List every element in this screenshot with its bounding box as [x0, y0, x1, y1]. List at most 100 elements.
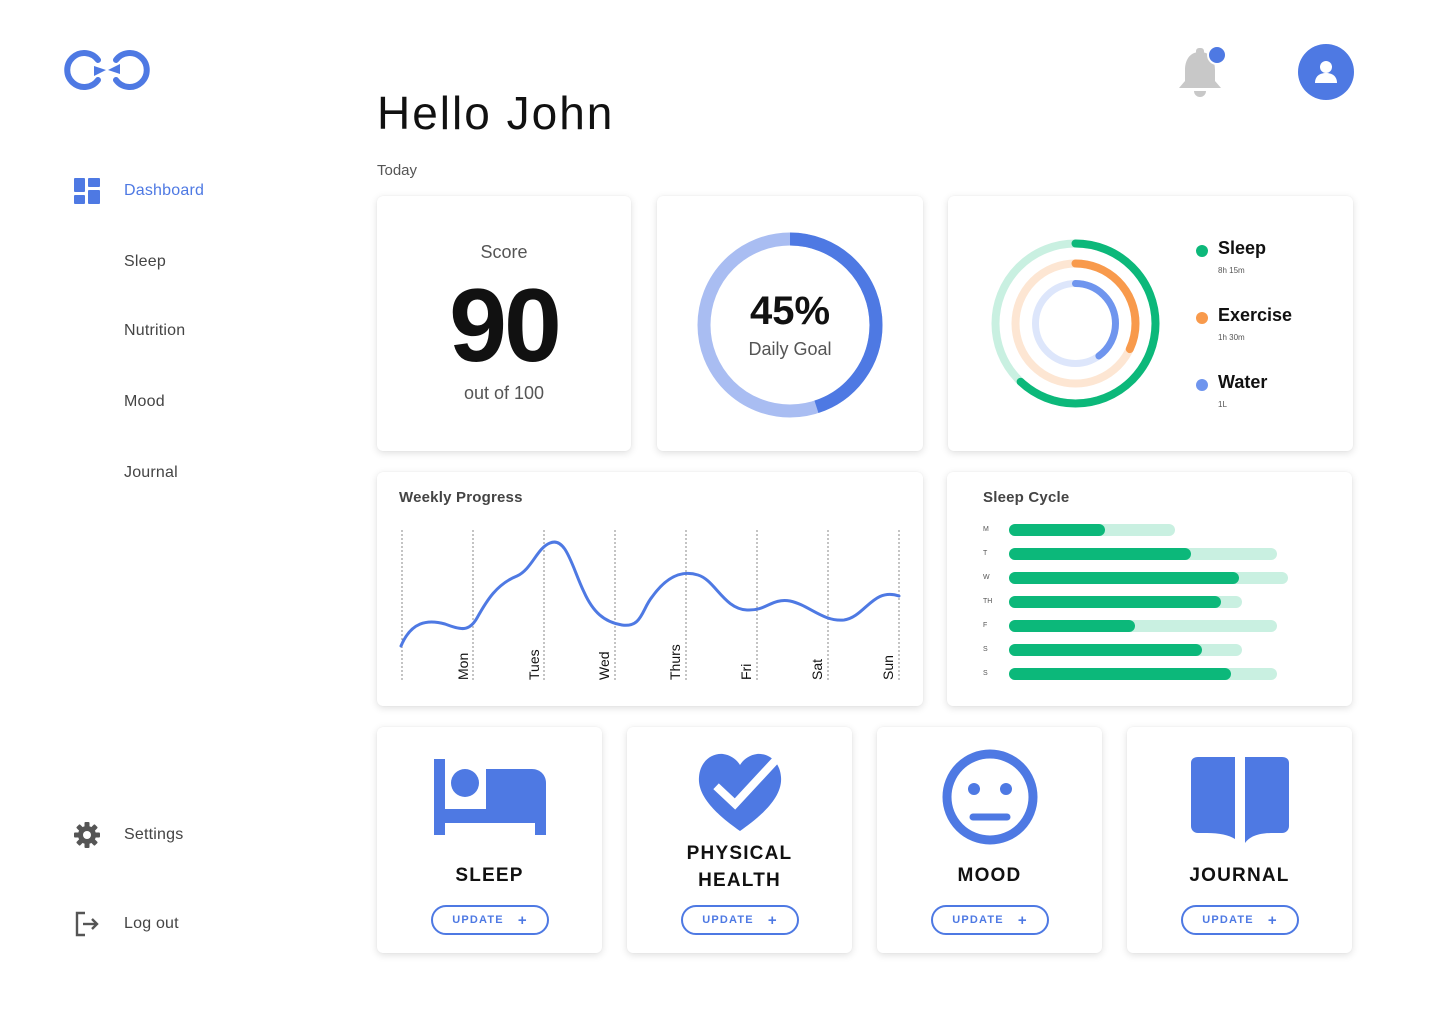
sidebar-item-mood[interactable]: Mood: [0, 382, 300, 422]
daily-goal-card: 45% Daily Goal: [657, 196, 923, 451]
activity-rings: [991, 239, 1160, 408]
sidebar-item-label: Journal: [124, 464, 178, 481]
weekly-progress-line: [399, 540, 901, 648]
x-tick-label: Sat: [809, 659, 825, 680]
legend-name: Water: [1218, 372, 1268, 392]
legend-value: 1L: [1218, 400, 1227, 409]
bed-icon: [377, 757, 602, 837]
score-value: 90: [449, 268, 562, 384]
daily-goal-percent: 45%: [749, 289, 831, 333]
gear-icon: [73, 821, 101, 849]
weekly-progress-card: Mon Tues Wed Thurs Fri Sat Sun Weekly Pr…: [377, 472, 923, 706]
sleep-bar: [1009, 572, 1239, 584]
weekly-progress-title: Weekly Progress: [399, 489, 523, 506]
tile-physical-health[interactable]: PHYSICAL HEALTH UPDATE +: [627, 727, 852, 953]
sidebar-item-logout[interactable]: Log out: [0, 904, 300, 944]
sleep-cycle-title: Sleep Cycle: [983, 489, 1070, 506]
sleep-bar: [1009, 668, 1231, 680]
notification-dot: [1209, 47, 1225, 63]
update-button-label: UPDATE: [952, 914, 1004, 926]
sidebar-item-settings[interactable]: Settings: [0, 815, 300, 855]
legend-name: Sleep: [1218, 238, 1267, 258]
legend-dot-exercise: [1196, 312, 1208, 324]
ring-progress-exercise: [1011, 259, 1140, 388]
open-book-icon: [1127, 755, 1352, 845]
x-tick-label: Wed: [596, 651, 612, 680]
update-button-label: UPDATE: [702, 914, 754, 926]
tile-label: PHYSICAL HEALTH: [686, 843, 793, 891]
score-card: Score 90 out of 100: [377, 196, 631, 451]
notifications-button[interactable]: [1174, 44, 1230, 102]
logout-label: Log out: [124, 915, 179, 932]
plus-icon: +: [1267, 911, 1278, 929]
legend-value: 1h 30m: [1218, 333, 1245, 342]
neutral-face-icon: [877, 747, 1102, 847]
section-label: Today: [377, 162, 418, 179]
sleep-bar: [1009, 548, 1191, 560]
mood-update-button[interactable]: UPDATE +: [931, 905, 1049, 935]
sleep-bar: [1009, 620, 1135, 632]
logout-icon: [73, 910, 101, 938]
sleep-day-label: S: [983, 646, 988, 653]
sleep-bar: [1009, 524, 1105, 536]
sleep-cycle-card: Sleep Cycle M T W TH F S S: [947, 472, 1352, 706]
sidebar-item-label: Dashboard: [124, 182, 205, 199]
page-title: Hello John: [377, 87, 615, 139]
infinity-logo-icon: [64, 50, 150, 90]
weekly-progress-chart: Mon Tues Wed Thurs Fri Sat Sun: [399, 530, 901, 682]
sidebar-item-nutrition[interactable]: Nutrition: [0, 311, 300, 351]
x-tick-label: Sun: [880, 655, 896, 680]
legend-name: Exercise: [1218, 305, 1293, 325]
legend-dot-water: [1196, 379, 1208, 391]
sleep-day-label: W: [983, 574, 990, 581]
sleep-update-button[interactable]: UPDATE +: [431, 905, 549, 935]
tile-journal[interactable]: JOURNAL UPDATE +: [1127, 727, 1352, 953]
tile-label: SLEEP: [455, 865, 524, 886]
settings-label: Settings: [124, 826, 184, 843]
x-tick-label: Thurs: [667, 644, 683, 680]
tile-label: MOOD: [957, 865, 1022, 886]
sidebar-item-sleep[interactable]: Sleep: [0, 242, 300, 282]
daily-goal-label: Daily Goal: [748, 339, 832, 359]
bell-icon: [1179, 45, 1227, 97]
tile-mood[interactable]: MOOD UPDATE +: [877, 727, 1102, 953]
plus-icon: +: [1017, 911, 1028, 929]
score-subtitle: out of 100: [463, 383, 545, 403]
sleep-bar: [1009, 644, 1202, 656]
x-tick-label: Tues: [526, 649, 542, 680]
sidebar-item-journal[interactable]: Journal: [0, 453, 300, 493]
app-logo[interactable]: [60, 46, 154, 94]
physical-health-update-button[interactable]: UPDATE +: [681, 905, 799, 935]
x-tick-label: Fri: [738, 664, 754, 680]
sidebar-item-label: Sleep: [124, 253, 166, 270]
user-icon: [1315, 61, 1337, 83]
tile-sleep[interactable]: SLEEP UPDATE +: [377, 727, 602, 953]
journal-update-button[interactable]: UPDATE +: [1181, 905, 1299, 935]
sleep-day-label: S: [983, 670, 988, 677]
sleep-day-label: T: [983, 550, 988, 557]
score-title: Score: [480, 242, 528, 262]
legend-dot-sleep: [1196, 245, 1208, 257]
activity-rings-card: Sleep 8h 15m Exercise 1h 30m Water 1L: [948, 196, 1353, 451]
legend-value: 8h 15m: [1218, 266, 1245, 275]
daily-goal-progress-arc: [697, 232, 883, 418]
ring-progress-sleep: [991, 239, 1160, 408]
sleep-bar: [1009, 596, 1221, 608]
update-button-label: UPDATE: [452, 914, 504, 926]
sidebar-item-label: Mood: [124, 393, 165, 410]
plus-icon: +: [517, 911, 528, 929]
sleep-day-label: F: [983, 622, 988, 629]
heart-check-icon: [627, 751, 852, 835]
tile-label: JOURNAL: [1189, 865, 1290, 886]
sidebar-item-label: Nutrition: [124, 322, 186, 339]
profile-avatar[interactable]: [1298, 44, 1354, 100]
sleep-day-label: M: [983, 526, 989, 533]
x-tick-label: Mon: [455, 653, 471, 680]
daily-goal-ring: [697, 232, 883, 418]
sleep-day-label: TH: [983, 598, 993, 605]
ring-progress-water: [1032, 280, 1119, 367]
sidebar-item-dashboard[interactable]: Dashboard: [0, 171, 300, 211]
plus-icon: +: [767, 911, 778, 929]
dashboard-grid-icon: [73, 177, 101, 205]
update-button-label: UPDATE: [1202, 914, 1254, 926]
